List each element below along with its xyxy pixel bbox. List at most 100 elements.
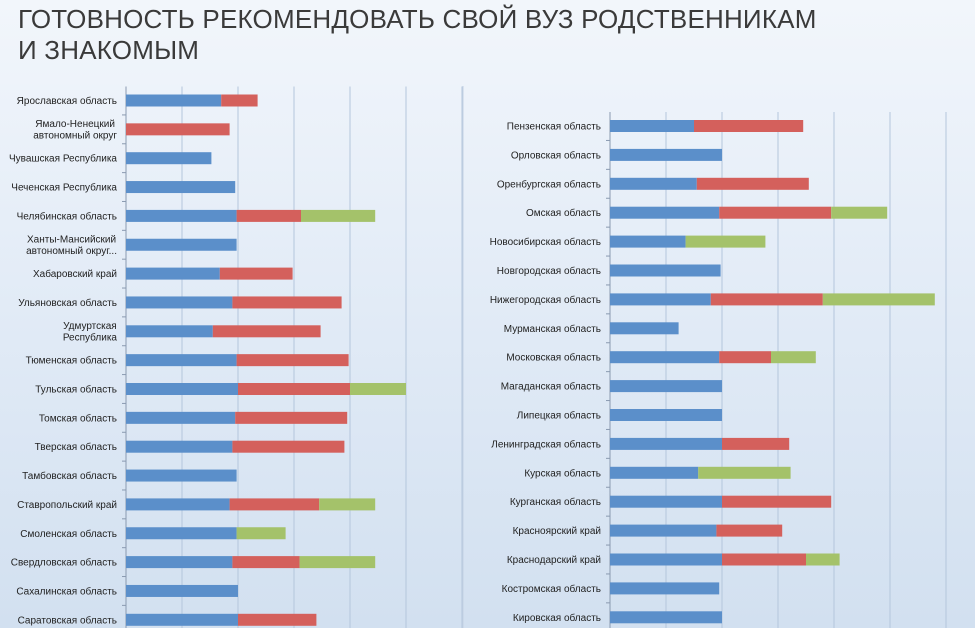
bar-series-1-category-17 [126, 584, 238, 597]
bar-series-3-category-14 [319, 498, 376, 511]
category-label: Хабаровский край [33, 268, 117, 280]
bar-series-1-category-1 [610, 148, 722, 161]
category-label: Смоленская область [20, 528, 117, 540]
bar-series-3-category-16 [299, 556, 376, 569]
bar-series-1-category-2 [610, 177, 697, 190]
bar-series-2-category-15 [722, 553, 806, 566]
category-label: Пензенская область [507, 121, 601, 133]
bar-series-2-category-6 [219, 267, 293, 280]
bar-series-1-category-17 [610, 611, 722, 624]
bar-series-3-category-12 [698, 466, 791, 479]
bar-series-1-category-10 [126, 383, 238, 395]
right-chart-panel: Пензенская область Орловская область Оренб… [490, 112, 947, 628]
bar-series-3-category-8 [771, 351, 816, 364]
bar-series-2-category-0 [221, 94, 258, 107]
bar-series-1-category-11 [126, 411, 236, 424]
category-label: Удмуртская Республика [63, 321, 118, 344]
category-label: Ульяновская область [18, 297, 117, 309]
bar-series-1-category-4 [610, 235, 686, 248]
category-label: Курская область [524, 467, 601, 479]
bar-series-1-category-15 [126, 527, 237, 540]
bar-series-2-category-11 [722, 437, 790, 450]
bar-series-2-category-1 [126, 123, 230, 136]
category-label: Орловская область [511, 149, 601, 161]
bar-series-3-category-6 [822, 293, 935, 306]
category-label: Ханты-Мансийский автономный округ... [26, 235, 117, 258]
category-label: Саратовская область [18, 614, 117, 626]
category-label: Нижегородская область [490, 294, 601, 306]
category-label: Новгородская область [497, 265, 601, 277]
bar-series-1-category-14 [126, 498, 230, 511]
bar-series-2-category-8 [719, 351, 771, 364]
chart-title: ГОТОВНОСТЬ РЕКОМЕНДОВАТЬ СВОЙ ВУЗ РОДСТВ… [18, 4, 918, 66]
category-label: Кировская область [513, 612, 601, 624]
bar-series-1-category-6 [610, 293, 711, 306]
bar-series-1-category-0 [126, 94, 222, 107]
bar-series-3-category-10 [350, 383, 406, 395]
bar-series-1-category-8 [126, 325, 213, 338]
bar-series-2-category-9 [236, 354, 349, 367]
category-label: Новосибирская область [490, 236, 601, 248]
category-label: Костромская область [502, 583, 601, 595]
category-label: Московская область [506, 352, 601, 364]
category-label: Краснодарский край [507, 555, 601, 566]
bar-series-1-category-10 [610, 409, 722, 421]
bar-series-3-category-3 [831, 206, 888, 219]
bar-series-3-category-15 [236, 527, 286, 540]
category-label: Сахалинская область [16, 585, 117, 597]
bar-series-1-category-18 [126, 613, 238, 626]
bar-series-2-category-6 [710, 293, 823, 306]
bar-series-1-category-14 [610, 524, 717, 537]
bar-series-1-category-7 [126, 296, 233, 309]
bar-series-3-category-4 [685, 235, 766, 248]
chart-title-line-1: ГОТОВНОСТЬ РЕКОМЕНДОВАТЬ СВОЙ ВУЗ РОДСТВ… [18, 4, 817, 34]
category-label: Магаданская область [501, 381, 601, 393]
category-label: Ленинградская область [491, 438, 601, 450]
bar-series-2-category-12 [232, 440, 345, 453]
category-label: Томская область [39, 412, 117, 424]
category-label: Тульская область [35, 384, 117, 396]
bar-series-2-category-10 [238, 383, 350, 395]
bar-series-1-category-12 [126, 440, 233, 453]
category-label: Тверская область [35, 441, 117, 453]
bar-series-2-category-14 [229, 498, 320, 511]
bar-series-2-category-14 [716, 524, 783, 537]
bar-series-1-category-12 [610, 466, 699, 479]
bar-series-1-category-13 [126, 469, 237, 482]
bar-series-1-category-8 [610, 351, 720, 364]
chart-title-line-2: И ЗНАКОМЫМ [18, 35, 200, 65]
bar-series-1-category-5 [610, 264, 721, 277]
bar-series-3-category-4 [301, 209, 376, 222]
bar-series-3-category-15 [806, 553, 840, 566]
category-label: Липецкая область [517, 410, 601, 422]
bar-series-1-category-13 [610, 495, 722, 508]
bar-series-1-category-9 [610, 380, 722, 393]
bar-series-2-category-16 [232, 556, 300, 569]
bar-series-1-category-15 [610, 553, 722, 566]
category-label: Омская область [526, 207, 601, 219]
bar-series-2-category-0 [694, 120, 804, 132]
category-label: Мурманская область [504, 323, 601, 335]
bar-series-2-category-8 [212, 325, 321, 338]
bar-series-1-category-4 [126, 209, 237, 222]
bar-series-1-category-6 [126, 267, 220, 280]
category-label: Ярославская область [17, 95, 117, 107]
bar-series-1-category-7 [610, 322, 679, 335]
bar-series-2-category-2 [696, 177, 809, 190]
bar-series-1-category-16 [126, 556, 233, 569]
category-label: Ставропольский край [17, 500, 117, 511]
bar-series-2-category-7 [232, 296, 342, 309]
category-label: Тамбовская область [22, 470, 117, 482]
category-label: Курганская область [510, 496, 601, 508]
category-label: Челябинская область [17, 210, 117, 222]
category-label: Тюменская область [26, 355, 117, 367]
bar-series-1-category-16 [610, 582, 720, 595]
bar-series-1-category-9 [126, 354, 237, 367]
category-label: Оренбургская область [497, 178, 601, 190]
category-label: Свердловская область [11, 557, 117, 569]
bar-series-1-category-5 [126, 238, 237, 251]
bar-series-1-category-3 [126, 181, 236, 194]
category-label: Чувашская Республика [9, 153, 117, 165]
bar-series-2-category-11 [235, 411, 348, 424]
